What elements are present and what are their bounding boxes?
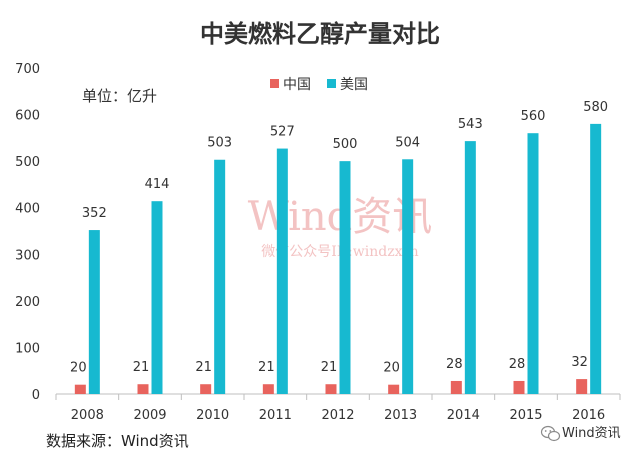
bar-china	[200, 384, 212, 394]
y-tick-label: 200	[15, 295, 40, 310]
data-label-china: 21	[195, 360, 212, 375]
legend-label-china: 中国	[283, 77, 311, 93]
chart-title: 中美燃料乙醇产量对比	[200, 20, 440, 48]
data-label-usa: 414	[145, 177, 170, 192]
data-label-china: 20	[70, 361, 87, 376]
y-tick-label: 100	[15, 341, 40, 356]
x-tick-label: 2016	[572, 408, 605, 423]
y-tick-label: 400	[15, 202, 40, 217]
y-tick-label: 300	[15, 248, 40, 263]
x-tick-label: 2013	[384, 408, 417, 423]
x-tick-label: 2010	[196, 408, 229, 423]
bar-usa	[590, 123, 602, 394]
data-labels: 20 21 21 21 21 20 28 28 32 352 414 503 527 500 504 543 5…	[70, 100, 608, 376]
y-axis: 0 100 200 300 400 500 600 700	[15, 62, 40, 403]
data-label-china: 32	[571, 355, 588, 370]
data-label-usa: 580	[583, 100, 608, 115]
x-tick-label: 2014	[447, 408, 480, 423]
bar-usa	[402, 159, 414, 394]
legend: 中国 美国	[270, 77, 368, 93]
legend-label-usa: 美国	[340, 77, 368, 93]
data-label-usa: 503	[207, 136, 232, 151]
wechat-icon	[540, 425, 561, 442]
brand-text: Wind资讯	[562, 426, 621, 441]
bar-usa	[464, 141, 476, 394]
data-label-china: 28	[509, 357, 526, 372]
y-tick-label: 700	[15, 62, 40, 77]
bar-china	[325, 384, 337, 394]
bars	[74, 123, 602, 394]
bar-usa	[527, 133, 539, 394]
bar-china	[262, 384, 274, 394]
x-tick-label: 2008	[71, 408, 104, 423]
x-axis: 2008 2009 2010 2011 2012 2013 2014 2015 2016	[55, 393, 621, 423]
data-label-china: 21	[133, 360, 150, 375]
bar-usa	[151, 201, 163, 394]
bar-usa	[339, 161, 351, 394]
bar-usa	[88, 230, 100, 394]
y-tick-label: 0	[32, 388, 40, 403]
data-label-china: 21	[321, 360, 338, 375]
data-label-usa: 352	[82, 206, 107, 221]
x-tick-label: 2012	[321, 408, 354, 423]
x-tick-label: 2011	[259, 408, 292, 423]
data-label-china: 21	[258, 360, 275, 375]
data-label-usa: 543	[458, 117, 483, 132]
unit-label: 单位：亿升	[82, 87, 157, 105]
bar-china	[74, 384, 86, 394]
legend-swatch-usa	[327, 79, 336, 88]
brand-badge: Wind资讯	[540, 425, 621, 442]
x-tick-label: 2009	[133, 408, 166, 423]
bar-china	[450, 380, 462, 394]
data-label-usa: 500	[333, 137, 358, 152]
data-label-usa: 527	[270, 125, 295, 140]
bar-china	[137, 384, 149, 394]
bar-china	[513, 380, 525, 394]
data-label-usa: 504	[395, 135, 420, 150]
x-tick-label: 2015	[509, 408, 542, 423]
legend-swatch-china	[270, 79, 279, 88]
y-tick-label: 600	[15, 109, 40, 124]
data-label-china: 28	[446, 357, 463, 372]
bar-usa	[214, 159, 226, 394]
data-label-usa: 560	[521, 109, 546, 124]
data-label-china: 20	[383, 361, 400, 376]
source-note: 数据来源：Wind资讯	[46, 432, 189, 450]
y-tick-label: 500	[15, 155, 40, 170]
bar-china	[388, 384, 400, 394]
bar-usa	[276, 148, 288, 394]
bar-china	[576, 379, 588, 394]
